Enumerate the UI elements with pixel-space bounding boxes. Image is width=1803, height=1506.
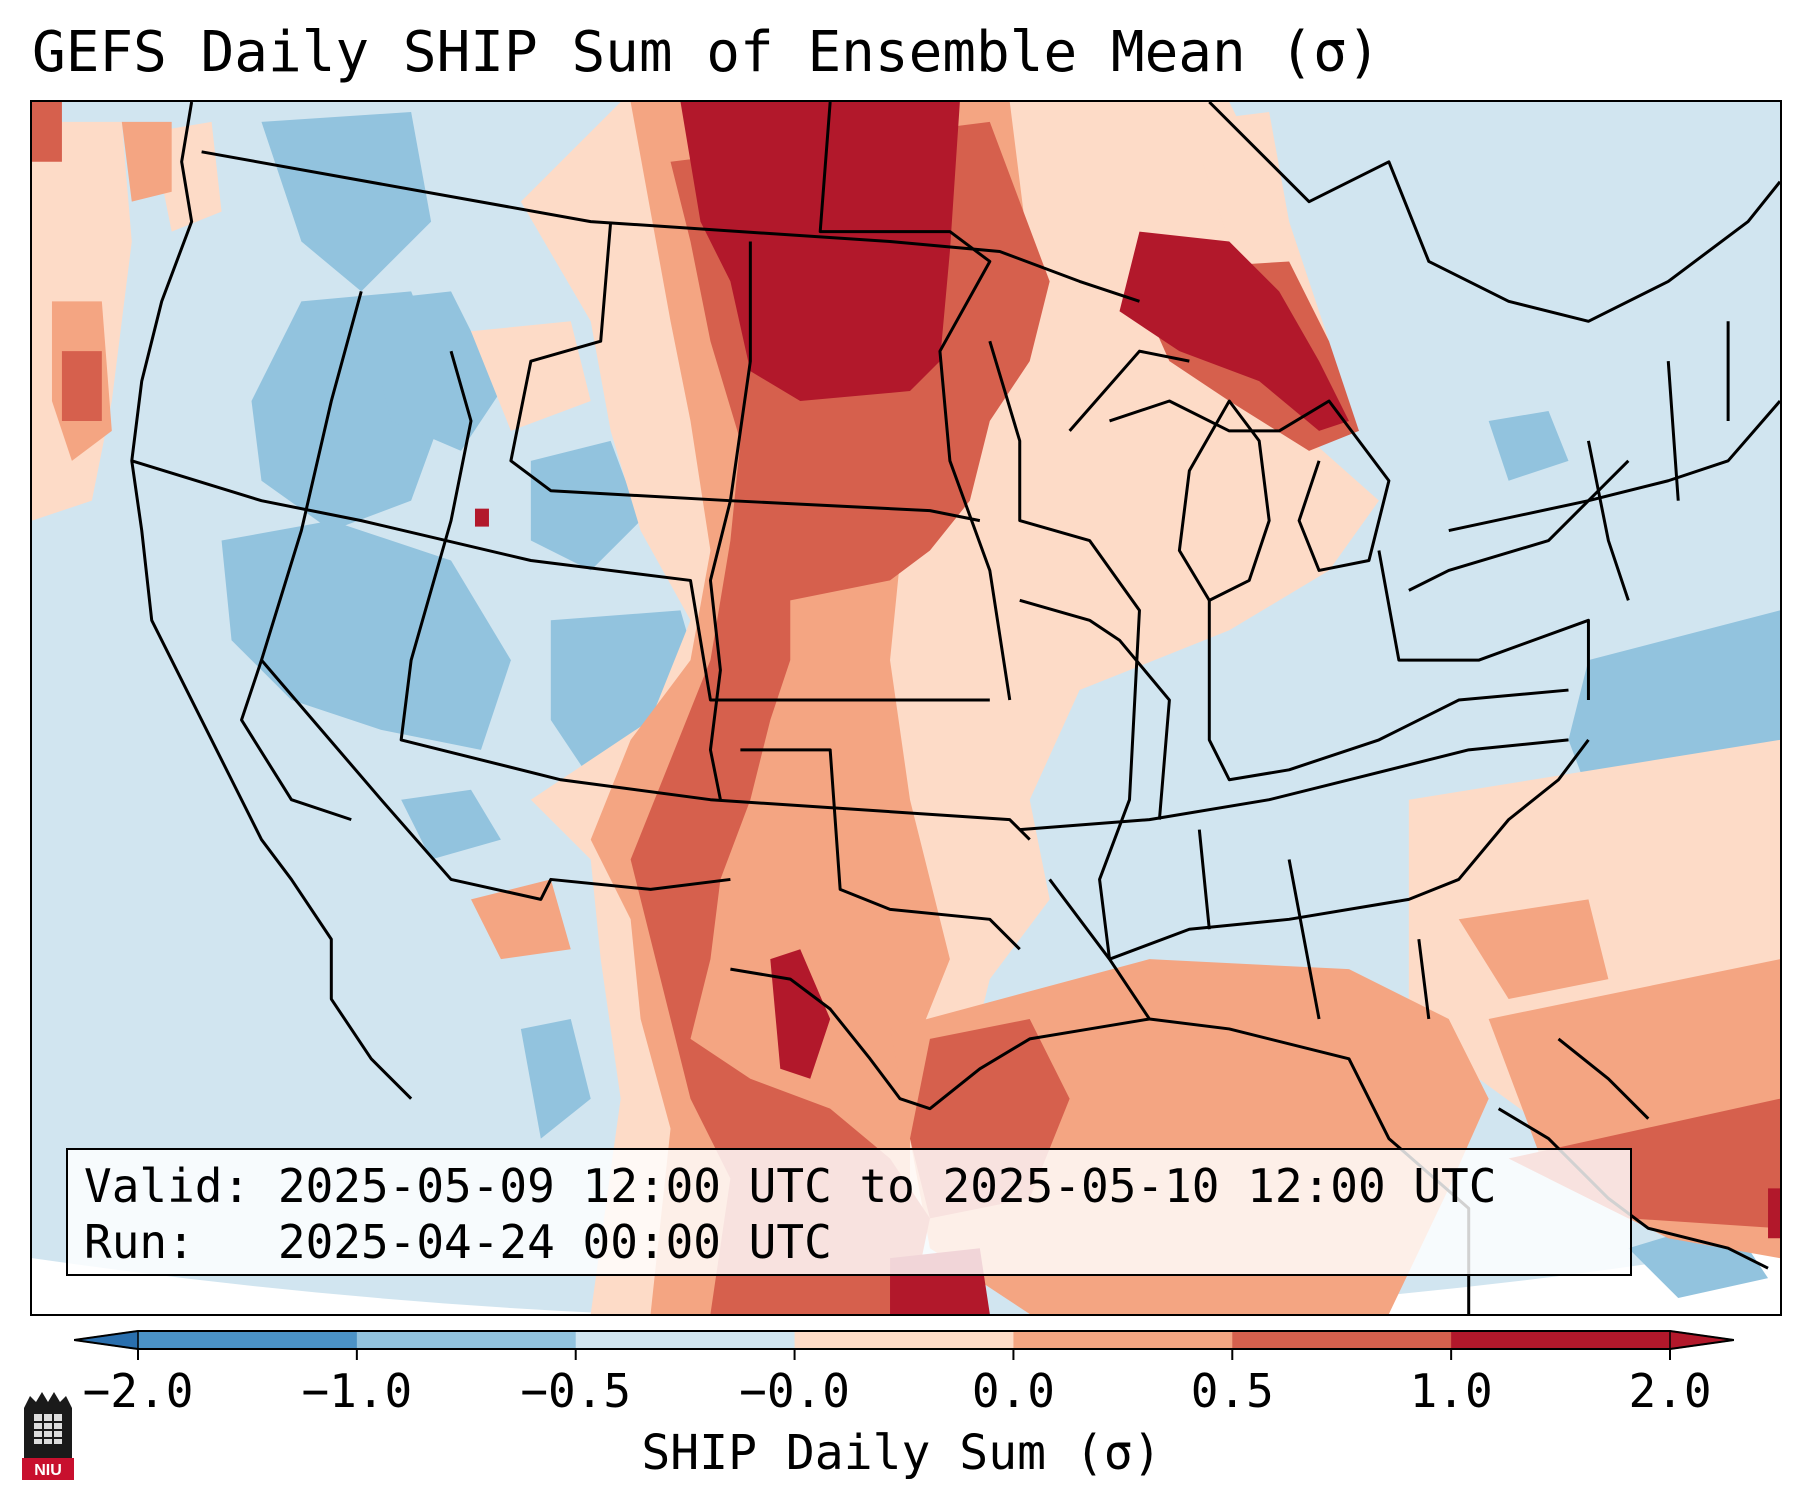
colorbar-segments <box>138 1331 1671 1349</box>
colorbar-segment <box>1013 1331 1233 1349</box>
colorbar-low-extend <box>74 1330 139 1350</box>
anomaly-map <box>32 102 1780 1314</box>
colorbar-segment <box>138 1331 358 1349</box>
colorbar-tick-label: −0.0 <box>739 1364 850 1418</box>
colorbar-label: SHIP Daily Sum (σ) <box>641 1425 1162 1481</box>
colorbar-tick-label: 2.0 <box>1628 1364 1712 1418</box>
colorbar-tick-label: 0.0 <box>971 1364 1055 1418</box>
niu-logo-icon: NIU <box>22 1392 74 1480</box>
colorbar-tick-label: −0.5 <box>520 1364 632 1418</box>
boundaries <box>130 102 1780 1314</box>
colorbar-high-extend <box>1669 1330 1734 1350</box>
colorbar-tick-label: −2.0 <box>82 1364 194 1418</box>
projection-edge <box>32 1243 1780 1314</box>
run-value: 2025-04-24 00:00 UTC <box>277 1215 832 1269</box>
colorbar-tick-label: −1.0 <box>301 1364 413 1418</box>
validity-info-box: Valid: 2025-05-09 12:00 UTC to 2025-05-1… <box>66 1148 1632 1276</box>
colorbar-segment <box>575 1331 796 1349</box>
colorbar <box>74 1330 1734 1360</box>
svg-text:NIU: NIU <box>34 1462 62 1479</box>
valid-label: Valid: <box>84 1159 251 1213</box>
valid-line: Valid: 2025-05-09 12:00 UTC to 2025-05-1… <box>84 1158 1614 1214</box>
colorbar-outline <box>74 1330 1734 1350</box>
colorbar-segment <box>794 1331 1014 1349</box>
run-label: Run: <box>84 1215 195 1269</box>
valid-value: 2025-05-09 12:00 UTC to 2025-05-10 12:00… <box>277 1159 1497 1213</box>
run-line: Run: 2025-04-24 00:00 UTC <box>84 1214 1614 1270</box>
map-title: GEFS Daily SHIP Sum of Ensemble Mean (σ) <box>32 20 1381 85</box>
colorbar-tick-label: 0.5 <box>1190 1364 1274 1418</box>
map-panel <box>30 100 1782 1316</box>
colorbar-segment <box>356 1331 577 1349</box>
colorbar-segment <box>1232 1331 1452 1349</box>
colorbar-segment <box>1451 1331 1671 1349</box>
colorbar-tick-label: 1.0 <box>1409 1364 1493 1418</box>
colorbar-tickmarks <box>137 1349 1671 1360</box>
